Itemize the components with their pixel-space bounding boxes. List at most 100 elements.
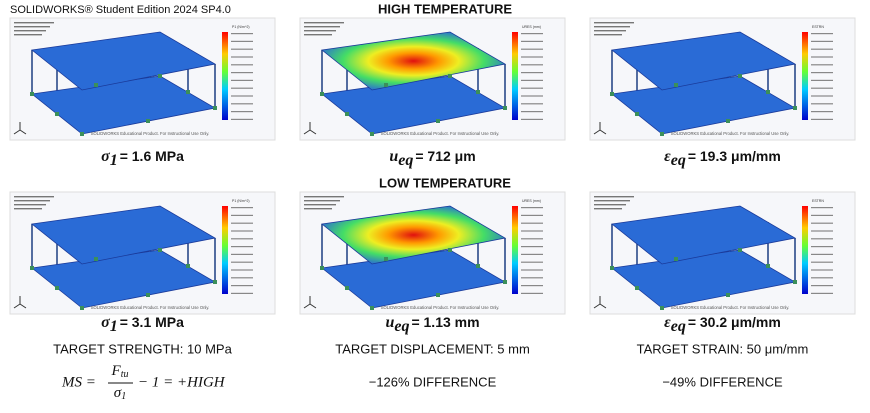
legend-tick (521, 119, 543, 120)
legend-tick (811, 64, 833, 65)
legend-tick (521, 262, 543, 263)
target-text: TARGET STRENGTH: 10 MPa (53, 341, 232, 356)
fixture (80, 132, 84, 136)
legend-tick (521, 293, 543, 294)
result-value: = 1.13 mm (411, 314, 479, 330)
info-line (14, 34, 42, 35)
info-line (594, 22, 634, 23)
fixture (30, 266, 34, 270)
legend-title: URES (mm) (522, 25, 541, 29)
legend-tick (521, 49, 543, 50)
info-line (304, 34, 332, 35)
result-subscript: 1 (110, 318, 118, 335)
result-value: = 30.2 μm/mm (688, 314, 781, 330)
fixture (80, 306, 84, 310)
low-temp-label: LOW TEMPERATURE (379, 175, 511, 190)
fixture (186, 264, 190, 268)
info-line (594, 34, 622, 35)
fixture (345, 112, 349, 116)
fixture (436, 119, 440, 123)
legend-tick (231, 223, 253, 224)
watermark: SOLIDWORKS Educational Product. For Inst… (671, 131, 790, 136)
result-label: εeq= 30.2 μm/mm (664, 314, 781, 335)
legend-tick (231, 56, 253, 57)
fixture (55, 112, 59, 116)
legend-tick (231, 207, 253, 208)
legend-tick (231, 49, 253, 50)
ms-numerator: Ftu (111, 363, 129, 380)
legend-tick (811, 293, 833, 294)
info-line (14, 208, 42, 209)
result-subscript: eq (671, 318, 686, 335)
legend-tick (811, 277, 833, 278)
info-line (14, 30, 46, 31)
fixture (674, 83, 678, 87)
fixture (660, 132, 664, 136)
legend-tick (521, 95, 543, 96)
legend-tick (231, 277, 253, 278)
info-line (14, 26, 50, 27)
result-label: ueq= 712 μm (389, 148, 475, 169)
legend-bar (222, 32, 228, 120)
figure: SOLIDWORKS® Student Edition 2024 SP4.0 H… (0, 0, 870, 408)
fixture (146, 119, 150, 123)
info-line (594, 204, 626, 205)
fixture (766, 264, 770, 268)
legend-tick (231, 254, 253, 255)
fixture (448, 74, 452, 78)
legend-tick (521, 64, 543, 65)
fixture (370, 306, 374, 310)
legend-tick (521, 41, 543, 42)
fixture (635, 286, 639, 290)
legend-tick (231, 33, 253, 34)
result-subscript: eq (398, 152, 413, 169)
fixture (345, 286, 349, 290)
legend-tick (231, 262, 253, 263)
fea-screenshot: URES (mm)SOLIDWORKS Educational Product.… (300, 18, 565, 140)
fixture (738, 74, 742, 78)
info-line (594, 30, 626, 31)
fixture (213, 280, 217, 284)
legend-tick (521, 230, 543, 231)
legend-tick (231, 246, 253, 247)
fixture (158, 248, 162, 252)
legend-title: P1 (N/m^2) (232, 199, 250, 203)
legend-tick (811, 88, 833, 89)
page: {"header": {"edition": "SOLIDWORKS® Stud… (0, 0, 870, 408)
legend-tick (811, 95, 833, 96)
legend-tick (521, 72, 543, 73)
legend-tick (231, 230, 253, 231)
fixture (448, 248, 452, 252)
fixture (158, 74, 162, 78)
legend-tick (811, 246, 833, 247)
info-line (304, 196, 344, 197)
legend-tick (231, 72, 253, 73)
result-symbol: u (389, 148, 398, 165)
fixture (320, 266, 324, 270)
info-line (14, 22, 54, 23)
ms-rhs: − 1 = +HIGH (138, 374, 226, 390)
watermark: SOLIDWORKS Educational Product. For Inst… (671, 305, 790, 310)
legend-tick (811, 254, 833, 255)
legend-tick (231, 119, 253, 120)
fixture (320, 92, 324, 96)
watermark: SOLIDWORKS Educational Product. For Inst… (381, 305, 500, 310)
fixture (384, 257, 388, 261)
legend-tick (231, 215, 253, 216)
result-value: = 19.3 μm/mm (688, 148, 781, 164)
legend-tick (521, 56, 543, 57)
legend-tick (811, 215, 833, 216)
legend-tick (811, 230, 833, 231)
legend-tick (521, 103, 543, 104)
info-line (594, 196, 634, 197)
result-label: εeq= 19.3 μm/mm (664, 148, 781, 169)
legend-tick (521, 207, 543, 208)
fea-screenshot: URES (mm)SOLIDWORKS Educational Product.… (300, 192, 565, 314)
fixture (726, 119, 730, 123)
legend-title: P1 (N/m^2) (232, 25, 250, 29)
legend-tick (811, 103, 833, 104)
legend-tick (811, 207, 833, 208)
difference-text: −126% DIFFERENCE (369, 374, 497, 389)
legend-tick (231, 64, 253, 65)
legend-bar (512, 206, 518, 294)
